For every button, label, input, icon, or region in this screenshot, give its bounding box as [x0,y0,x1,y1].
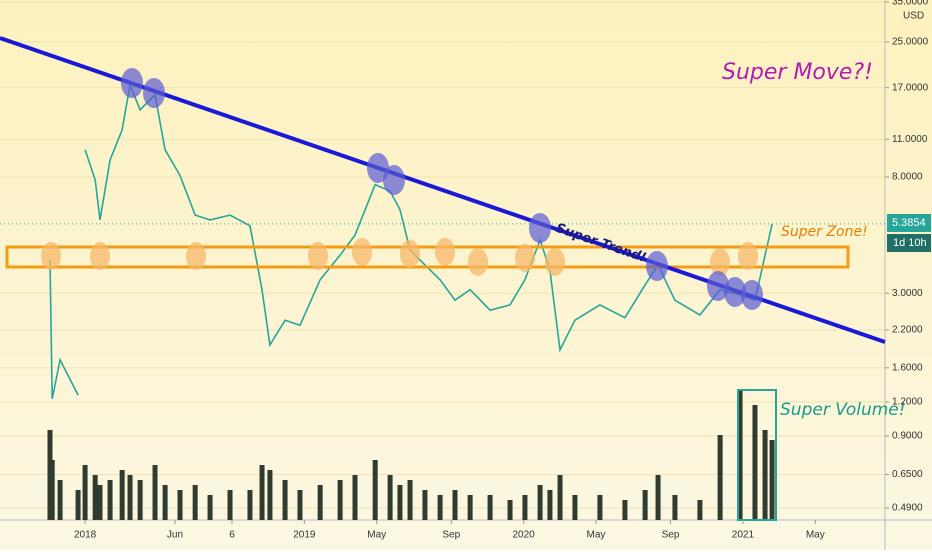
volume-bar [227,490,233,520]
volume-bar [672,495,678,520]
y-tick-label: 25.0000 [892,37,929,48]
volume-bar [137,480,143,520]
last-price: 5.3854 [892,217,926,229]
volume-bar [92,475,98,520]
x-tick-label: 2018 [74,530,97,541]
volume-bar [337,480,343,520]
x-tick-label: Sep [442,530,460,541]
axis-unit: USD [903,11,924,22]
volume-bar [57,480,63,520]
price-line [49,82,773,400]
volume-bar [162,485,168,520]
x-tick-label: 2020 [513,530,536,541]
volume-bar [97,485,103,520]
volume-bar [642,490,648,520]
y-tick-label: 1.2000 [892,397,923,408]
volume-bar [407,480,413,520]
volume-bar [282,480,288,520]
x-tick-label: May [367,530,386,541]
volume-bar [422,490,428,520]
volume-bar [127,475,133,520]
volume-bar [752,405,758,520]
volume-bar [82,465,88,520]
x-tick-label: 6 [229,530,235,541]
volume-bar [717,435,723,520]
volume-bar [387,475,393,520]
volume-bar [49,460,55,520]
volume-bar [547,490,553,520]
volume-bar [247,490,253,520]
volume-bar [655,475,661,520]
volume-bar [372,460,378,520]
annotation: Super Move?! [722,60,873,85]
volume-bar [507,500,513,520]
y-tick-label: 8.0000 [892,172,923,183]
volume-bar [597,495,603,520]
last-price-box [887,214,931,232]
volume-bar [352,475,358,520]
volume-bar [452,490,458,520]
volume-box [737,389,777,521]
volume-bar [557,475,563,520]
x-tick-label: 2019 [293,530,316,541]
volume-bar [397,485,403,520]
annotation: Super Zone! [781,224,868,240]
volume-bar [75,490,81,520]
volume-bar [107,480,113,520]
volume-bar [522,495,528,520]
volume-bar [467,495,473,520]
volume-bar [622,500,628,520]
volume-bar [297,490,303,520]
y-tick-label: 2.2000 [892,325,923,336]
y-tick-label: 35.0000 [892,0,929,8]
x-tick-label: May [806,530,825,541]
volume-bar [267,470,273,520]
volume-bar [177,490,183,520]
y-tick-label: 0.6500 [892,469,923,480]
y-tick-label: 1.6000 [892,362,923,373]
y-tick-label: 11.0000 [892,134,928,145]
x-tick-label: Sep [662,530,680,541]
y-tick-label: 3.0000 [892,288,923,299]
volume-bar [192,485,198,520]
volume-bar [207,495,213,520]
volume-bar [487,495,493,520]
volume-bar [769,440,775,520]
volume-bar [537,485,543,520]
volume-bar [762,430,768,520]
y-tick-label: 17.0000 [892,82,929,93]
trend-touches [121,68,763,310]
y-tick-label: 0.9000 [892,431,923,442]
volume-bar [259,465,265,520]
volume-bar [437,495,443,520]
super-zone [5,245,850,269]
x-tick-label: 2021 [732,530,755,541]
x-tick-label: Jun [167,530,183,541]
countdown: 1d 10h [893,237,927,249]
volume-bar [737,390,743,520]
volume-bar [317,485,323,520]
volume-bar [697,500,703,520]
volume-bar [119,470,125,520]
y-tick-label: 0.4900 [892,503,923,514]
x-tick-label: May [587,530,606,541]
zone-touches [41,238,758,276]
volume-bar [572,495,578,520]
countdown-box [887,234,931,252]
annotation: Super Volume! [780,400,906,420]
volume-bar [152,465,158,520]
